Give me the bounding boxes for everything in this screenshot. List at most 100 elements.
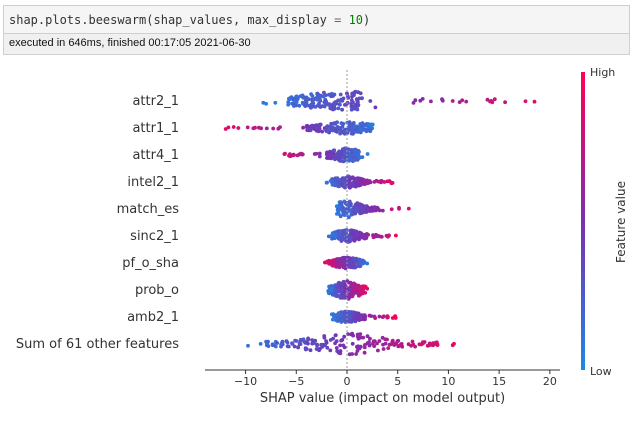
data-point [411,101,416,105]
data-point [325,150,329,155]
data-point [344,318,349,322]
data-point [336,236,341,241]
data-point [375,341,379,346]
data-point [358,91,363,96]
data-point [369,314,374,318]
feature-label: pf_o_sha [122,256,179,271]
data-point [338,92,343,97]
data-point [308,348,313,353]
data-point [352,210,357,215]
data-point [292,344,297,349]
data-point [231,125,236,129]
data-point [383,341,388,346]
data-point [431,341,435,345]
data-point [364,181,369,186]
data-point [379,179,384,183]
data-point [328,260,333,265]
data-point [324,180,329,185]
data-point [338,214,343,219]
code-input[interactable]: shap.plots.beeswarm(shap_values, max_dis… [3,5,630,34]
data-point [350,232,355,237]
data-point [385,314,390,319]
data-point [399,342,404,346]
data-point [236,126,241,130]
data-point [332,101,336,105]
data-point [356,103,361,107]
data-point [313,338,318,343]
data-point [347,239,352,244]
data-point [310,338,315,342]
data-point [357,125,362,130]
data-point [452,341,456,346]
data-point [334,293,339,298]
code-text: shap.plots.beeswarm(shap_values, max_dis… [9,13,370,27]
execution-status: executed in 646ms, finished 00:17:05 202… [9,37,251,49]
beeswarm-chart: attr2_1 attr1_1 attr4_1 intel2_1 match_essin… [16,66,628,406]
data-point [348,156,352,161]
data-point [324,125,329,129]
data-point [358,155,363,160]
data-point [342,345,347,350]
data-point [356,100,360,104]
data-point [359,128,364,133]
data-point [298,342,303,346]
data-point [336,281,341,286]
data-point [326,291,331,295]
data-point [318,122,323,127]
data-point [376,179,381,184]
data-point [344,175,349,180]
data-point [339,177,343,182]
data-point [341,316,345,321]
data-point [350,352,354,356]
data-point [335,120,339,125]
data-point [358,344,363,349]
feature-label: match_es [117,202,180,217]
colorbar [581,72,585,370]
data-point [342,236,346,241]
data-point [325,156,329,160]
data-point [345,91,349,96]
data-point [257,125,261,130]
x-tick-label: 0 [344,375,351,388]
data-point [339,338,344,343]
data-point [387,233,391,238]
data-point [314,126,319,130]
data-point [265,342,269,347]
data-point [395,339,400,344]
data-point [325,345,330,350]
data-point [348,280,353,285]
data-point [331,94,335,98]
data-point [335,125,340,129]
data-point [488,99,492,104]
data-point [286,344,291,349]
data-point [226,125,231,130]
data-point [326,234,331,239]
data-point [286,102,291,107]
data-point [349,104,354,109]
data-point [387,179,392,183]
data-point [503,100,507,105]
data-point [351,316,356,320]
data-point [358,235,362,240]
data-point [356,183,361,188]
data-point [343,103,347,107]
data-point [316,103,320,108]
data-point [365,152,370,156]
data-point [349,131,354,136]
data-point [337,311,342,316]
data-point [367,340,371,345]
data-point [289,95,294,99]
data-point [332,148,336,153]
data-point [329,286,334,291]
data-point [325,259,330,264]
data-point [340,256,345,260]
data-point [318,97,322,102]
data-point [304,124,309,129]
data-point [349,284,353,289]
data-point [356,152,360,157]
data-point [341,294,346,299]
data-point [355,349,360,353]
data-point [348,319,352,323]
data-point [352,105,357,110]
data-point [353,149,358,153]
